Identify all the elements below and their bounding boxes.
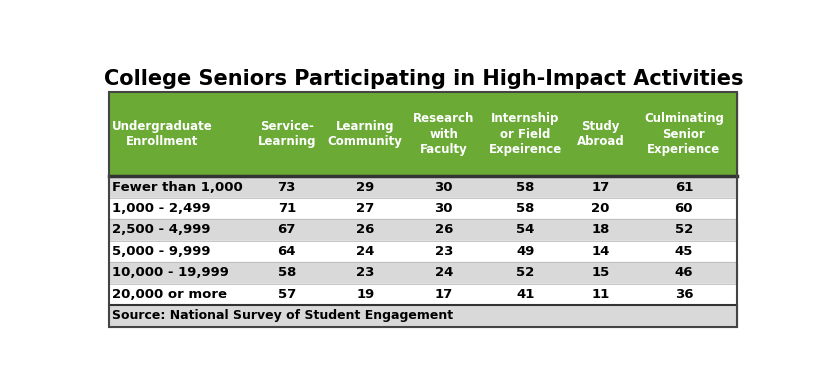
- Text: 17: 17: [434, 288, 453, 301]
- Text: 26: 26: [434, 223, 453, 236]
- Text: Undergraduate
Enrollment: Undergraduate Enrollment: [112, 120, 213, 148]
- Text: 27: 27: [356, 202, 374, 215]
- Text: 67: 67: [278, 223, 296, 236]
- Text: Learning
Community: Learning Community: [328, 120, 403, 148]
- Text: 14: 14: [591, 245, 610, 258]
- Text: 18: 18: [591, 223, 610, 236]
- Text: College Seniors Participating in High-Impact Activities: College Seniors Participating in High-Im…: [103, 69, 743, 89]
- Text: Research
with
Faculty: Research with Faculty: [413, 112, 474, 156]
- Text: 19: 19: [356, 288, 374, 301]
- Text: 2,500 - 4,999: 2,500 - 4,999: [112, 223, 211, 236]
- Text: 64: 64: [278, 245, 296, 258]
- Text: 1,000 - 2,499: 1,000 - 2,499: [112, 202, 211, 215]
- Bar: [110, 198, 737, 219]
- Text: 41: 41: [516, 288, 534, 301]
- Bar: [110, 262, 737, 283]
- Bar: [110, 241, 737, 262]
- Bar: [110, 92, 737, 176]
- Text: 23: 23: [356, 266, 374, 279]
- Bar: [110, 219, 737, 241]
- Text: 26: 26: [356, 223, 374, 236]
- Text: 36: 36: [675, 288, 693, 301]
- Bar: [110, 92, 737, 327]
- Text: 49: 49: [516, 245, 534, 258]
- Text: 30: 30: [434, 181, 453, 194]
- Text: Source: National Survey of Student Engagement: Source: National Survey of Student Engag…: [112, 309, 453, 322]
- Text: 20,000 or more: 20,000 or more: [112, 288, 227, 301]
- Text: 20: 20: [591, 202, 610, 215]
- Text: 17: 17: [591, 181, 610, 194]
- Text: Service-
Learning: Service- Learning: [258, 120, 316, 148]
- Text: 5,000 - 9,999: 5,000 - 9,999: [112, 245, 211, 258]
- Text: 15: 15: [591, 266, 610, 279]
- Bar: [110, 305, 737, 327]
- Text: 29: 29: [356, 181, 374, 194]
- Text: 73: 73: [278, 181, 296, 194]
- Text: 30: 30: [434, 202, 453, 215]
- Text: 52: 52: [516, 266, 534, 279]
- Text: 11: 11: [591, 288, 610, 301]
- Bar: [110, 283, 737, 305]
- Text: Culminating
Senior
Experience: Culminating Senior Experience: [644, 112, 724, 156]
- Text: Internship
or Field
Expeirence: Internship or Field Expeirence: [489, 112, 562, 156]
- Text: 71: 71: [278, 202, 296, 215]
- Text: 10,000 - 19,999: 10,000 - 19,999: [112, 266, 229, 279]
- Bar: [110, 176, 737, 198]
- Text: 45: 45: [675, 245, 693, 258]
- Text: 23: 23: [434, 245, 453, 258]
- Text: 61: 61: [675, 181, 693, 194]
- Text: 58: 58: [278, 266, 296, 279]
- Text: 58: 58: [516, 181, 534, 194]
- Text: 46: 46: [675, 266, 693, 279]
- Text: 58: 58: [516, 202, 534, 215]
- Text: Study
Abroad: Study Abroad: [577, 120, 624, 148]
- Text: 24: 24: [356, 245, 374, 258]
- Text: 60: 60: [675, 202, 693, 215]
- Text: 54: 54: [516, 223, 534, 236]
- Text: Fewer than 1,000: Fewer than 1,000: [112, 181, 243, 194]
- Text: 52: 52: [675, 223, 693, 236]
- Text: 57: 57: [278, 288, 296, 301]
- Text: 24: 24: [434, 266, 453, 279]
